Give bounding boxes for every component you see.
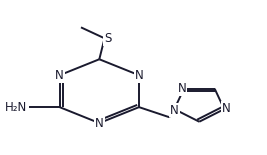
Text: N: N [55, 69, 64, 82]
Text: S: S [104, 32, 111, 45]
Text: H₂N: H₂N [5, 101, 27, 114]
Text: N: N [170, 104, 179, 117]
Text: N: N [222, 102, 231, 115]
Text: N: N [95, 117, 104, 130]
Text: N: N [135, 69, 143, 82]
Text: N: N [177, 82, 186, 95]
